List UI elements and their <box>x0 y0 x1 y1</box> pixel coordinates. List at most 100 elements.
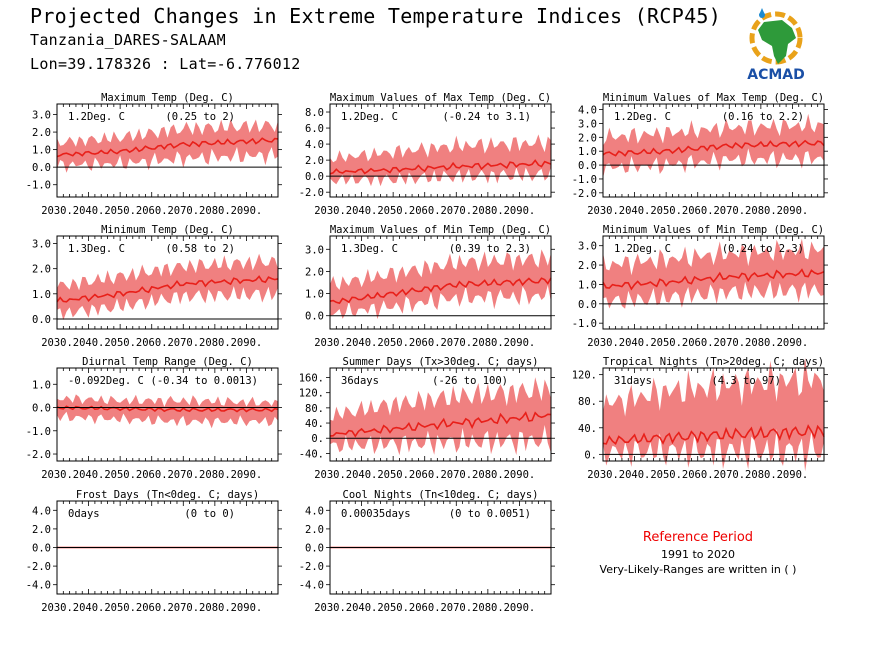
x-tick-label: 2050. <box>377 602 409 614</box>
y-tick-label: 4.0 <box>578 105 597 117</box>
range-band <box>57 394 278 429</box>
chart-range: (4.3 to 97) <box>711 375 781 387</box>
x-tick-label: 2060. <box>409 469 441 481</box>
y-tick-label: 120. <box>299 388 324 400</box>
y-tick-label: 2.0 <box>32 127 51 139</box>
x-tick-label: 2050. <box>650 205 682 217</box>
chart-summary: 1.2Deg. C <box>68 111 125 123</box>
x-tick-label: 2030. <box>41 337 73 349</box>
median-line <box>329 159 552 175</box>
range-band <box>603 357 824 472</box>
chart-title: Cool Nights (Tn<10deg. C; days) <box>343 489 539 501</box>
x-tick-label: 2070. <box>713 205 745 217</box>
y-tick-label: 1.0 <box>578 279 597 291</box>
range-band <box>330 377 551 456</box>
x-tick-label: 2050. <box>377 205 409 217</box>
x-tick-label: 2090. <box>231 602 263 614</box>
y-tick-label: 80. <box>578 396 597 408</box>
x-tick-label: 2080. <box>745 469 777 481</box>
plot-frame <box>56 103 279 198</box>
y-tick-label: 4.0 <box>305 505 324 517</box>
x-tick-label: 2080. <box>472 469 504 481</box>
range-band <box>330 249 551 320</box>
y-tick-label: 0.0 <box>32 543 51 555</box>
y-tick-label: 1.0 <box>305 289 324 301</box>
x-tick-label: 2090. <box>777 469 809 481</box>
y-tick-label: 0. <box>311 433 324 445</box>
chart-range: (0.25 to 2) <box>165 111 235 123</box>
plot-frame <box>329 235 552 330</box>
x-tick-label: 2040. <box>73 337 105 349</box>
chart-range: (0.24 to 2.3) <box>722 243 804 255</box>
plot-frame <box>602 103 825 198</box>
x-tick-label: 2070. <box>167 602 199 614</box>
y-tick-label: 2.0 <box>578 132 597 144</box>
x-tick-label: 2030. <box>314 602 346 614</box>
y-tick-label: 160. <box>299 372 324 384</box>
x-tick-label: 2050. <box>650 337 682 349</box>
y-tick-label: 3.0 <box>578 118 597 130</box>
chart-range: (0.58 to 2) <box>165 243 235 255</box>
chart-panel: 2030. 2040. 2050. 2060. 2070. 2080. 2090. 3.0 2.… <box>26 92 282 217</box>
x-tick-label: 2040. <box>619 205 651 217</box>
x-tick-label: 2040. <box>73 602 105 614</box>
y-tick-label: 2.0 <box>32 264 51 276</box>
x-tick-label: 2040. <box>346 205 378 217</box>
y-tick-label: 2.0 <box>305 266 324 278</box>
chart-summary: 1.2Deg. C <box>614 243 671 255</box>
y-tick-label: -1.0 <box>26 426 51 438</box>
x-tick-label: 2070. <box>713 337 745 349</box>
y-tick-label: -2.0 <box>26 561 51 573</box>
x-tick-label: 2080. <box>199 205 231 217</box>
x-tick-label: 2080. <box>472 602 504 614</box>
x-tick-label: 2030. <box>314 469 346 481</box>
chart-title: Frost Days (Tn<0deg. C; days) <box>76 489 259 501</box>
y-tick-label: 4.0 <box>305 139 324 151</box>
y-tick-label: 40. <box>305 418 324 430</box>
chart-panel: 2030. 2040. 2050. 2060. 2070. 2080. 2090. 4.03.… <box>572 92 828 217</box>
x-tick-label: 2070. <box>440 469 472 481</box>
x-tick-label: 2090. <box>504 602 536 614</box>
x-tick-label: 2060. <box>136 602 168 614</box>
x-tick-label: 2090. <box>231 205 263 217</box>
y-tick-label: -4.0 <box>299 580 324 592</box>
x-tick-label: 2060. <box>409 602 441 614</box>
chart-summary: 1.3Deg. C <box>68 243 125 255</box>
chart-range: (-0.24 to 3.1) <box>442 111 531 123</box>
plot-frame <box>56 235 279 330</box>
x-tick-label: 2080. <box>745 337 777 349</box>
x-tick-label: 2040. <box>73 205 105 217</box>
y-tick-label: 2.0 <box>305 155 324 167</box>
x-tick-label: 2090. <box>504 205 536 217</box>
x-tick-label: 2070. <box>440 337 472 349</box>
y-tick-label: 0.0 <box>578 299 597 311</box>
y-tick-label: -40. <box>299 448 324 460</box>
x-tick-label: 2030. <box>314 205 346 217</box>
x-tick-label: 2070. <box>167 469 199 481</box>
chart-panel: 2030. 2040. 2050. 2060. 2070. 2080. 2090. 160. 1… <box>299 356 555 481</box>
x-tick-label: 2060. <box>682 205 714 217</box>
y-tick-label: 3.0 <box>305 244 324 256</box>
x-tick-label: 2070. <box>167 337 199 349</box>
median-line <box>56 137 279 158</box>
logo-text: ACMAD <box>747 67 805 83</box>
reference-period-years: 1991 to 2020 <box>660 548 736 561</box>
x-tick-label: 2060. <box>136 205 168 217</box>
location-label: Tanzania_DARES-SALAAM <box>30 31 226 49</box>
chart-panel: 2030. 2040. 2050. 2060. 2070. 2080. 2090. 1.0 0.… <box>26 356 282 481</box>
x-tick-label: 2050. <box>377 337 409 349</box>
chart-title: Tropical Nights (Tn>20deg. C; days) <box>603 356 824 368</box>
chart-panel: 2030. 2040. 2050. 2060. 2070. 2080. 2090. 8.0 6.… <box>299 92 555 217</box>
x-tick-label: 2030. <box>587 469 619 481</box>
chart-title: Diurnal Temp Range (Deg. C) <box>82 356 253 368</box>
x-tick-label: 2030. <box>41 469 73 481</box>
plot-frame <box>329 367 552 462</box>
y-tick-label: 3.0 <box>32 110 51 122</box>
africa-map-icon <box>749 8 803 65</box>
y-tick-label: -2.0 <box>299 561 324 573</box>
x-tick-label: 2070. <box>440 602 472 614</box>
y-tick-label: -2.0 <box>572 188 597 200</box>
range-note: Very-Likely-Ranges are written in ( ) <box>599 563 797 576</box>
x-tick-label: 2050. <box>104 602 136 614</box>
y-tick-label: 1.0 <box>32 379 51 391</box>
